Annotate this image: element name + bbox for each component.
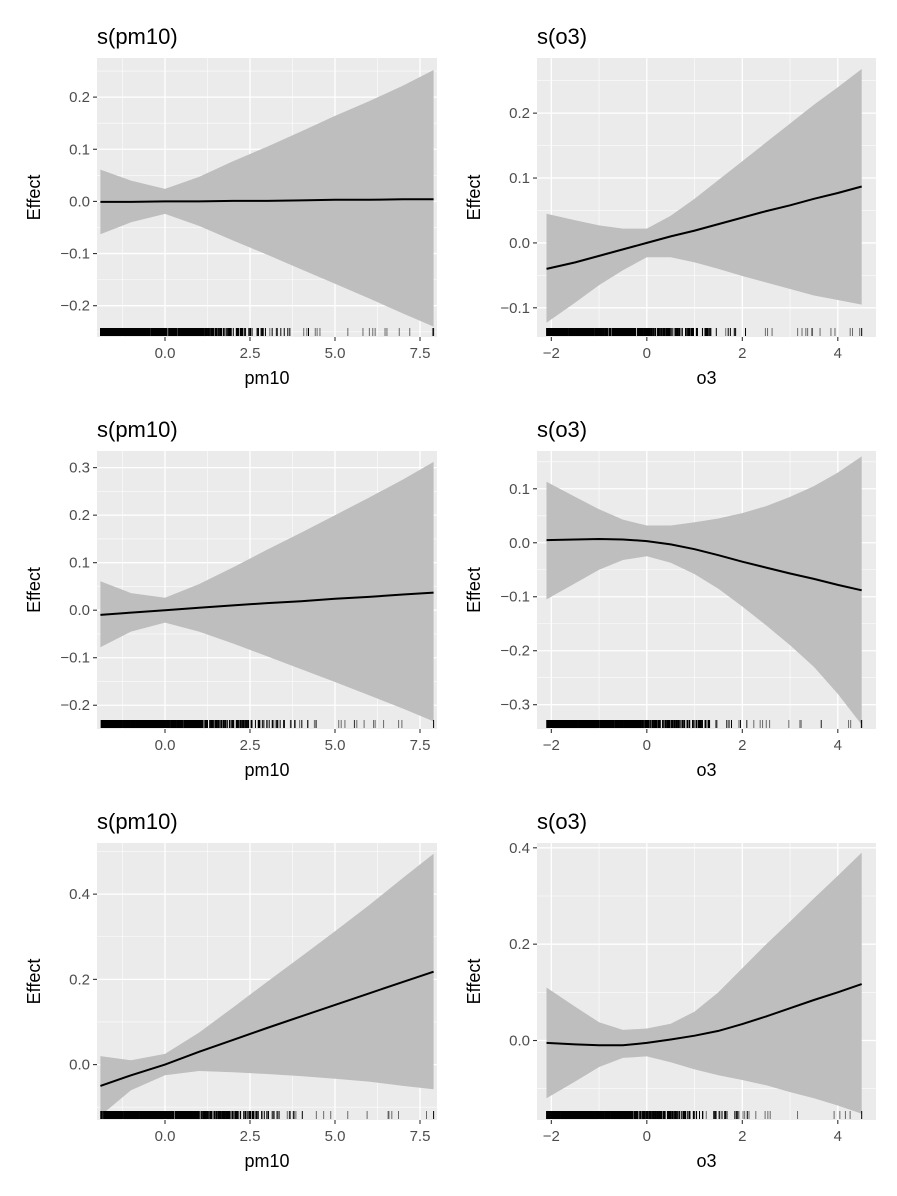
rug-marks xyxy=(99,328,435,336)
y-tick-label: 0.0 xyxy=(69,193,90,210)
effect-line xyxy=(546,537,862,592)
x-tick-label: 0 xyxy=(643,345,651,362)
confidence-band xyxy=(100,461,434,722)
y-tick-label: 0.0 xyxy=(69,602,90,619)
x-tick-label: 2 xyxy=(738,1128,746,1145)
y-tick-label: 0.1 xyxy=(509,170,530,187)
x-tick-label: 5.0 xyxy=(325,1128,346,1145)
panel-title: s(o3) xyxy=(537,809,587,834)
y-axis-title: Effect xyxy=(464,175,484,221)
x-tick-label: 0 xyxy=(643,737,651,754)
rug-marks xyxy=(100,720,435,728)
x-tick-label: 7.5 xyxy=(410,737,431,754)
x-tick-label: 4 xyxy=(834,737,842,754)
y-tick-label: 0.2 xyxy=(69,89,90,106)
x-axis-title: o3 xyxy=(696,368,716,388)
x-tick-label: 2.5 xyxy=(240,1128,261,1145)
x-tick-label: 4 xyxy=(834,1128,842,1145)
y-axis-title: Effect xyxy=(464,959,484,1005)
x-tick-label: 0.0 xyxy=(155,1128,176,1145)
y-tick-label: 0.0 xyxy=(509,1033,530,1050)
x-tick-label: 0.0 xyxy=(155,737,176,754)
panel-title: s(pm10) xyxy=(97,24,178,49)
y-tick-label: 0.3 xyxy=(69,460,90,477)
panel-title: s(o3) xyxy=(537,417,587,442)
y-tick-label: −0.1 xyxy=(500,589,530,606)
y-tick-label: 0.2 xyxy=(509,105,530,122)
panel-title: s(o3) xyxy=(537,24,587,49)
y-tick-label: 0.1 xyxy=(509,481,530,498)
effect-line xyxy=(546,185,862,270)
x-tick-label: 2 xyxy=(738,737,746,754)
x-tick-label: 4 xyxy=(834,345,842,362)
y-tick-label: −0.1 xyxy=(500,300,530,317)
y-tick-label: 0.0 xyxy=(509,235,530,252)
y-tick-label: 0.0 xyxy=(69,1057,90,1074)
panel-4: −2 0 2 4 −0.3 −0.2 −0.1 0.0 0.1 s(o3) o3 Effect xyxy=(464,417,876,780)
confidence-band xyxy=(100,853,434,1116)
x-tick-label: −2 xyxy=(543,737,560,754)
y-tick-label: 0.2 xyxy=(69,971,90,988)
x-tick-label: 2.5 xyxy=(240,737,261,754)
panel-title: s(pm10) xyxy=(97,417,178,442)
y-tick-label: −0.2 xyxy=(60,697,90,714)
x-tick-label: 0 xyxy=(643,1128,651,1145)
effect-line xyxy=(546,983,863,1047)
x-tick-label: 2 xyxy=(738,345,746,362)
y-axis-title: Effect xyxy=(24,567,44,613)
x-tick-label: 7.5 xyxy=(410,1128,431,1145)
x-tick-label: −2 xyxy=(543,1128,560,1145)
x-axis-title: pm10 xyxy=(244,1151,289,1171)
panel-5: 0.0 2.5 5.0 7.5 0.0 0.2 0.4 s(pm10) pm10 Effect xyxy=(24,809,437,1171)
y-tick-label: 0.0 xyxy=(509,535,530,552)
y-tick-label: −0.1 xyxy=(60,650,90,667)
rug-marks xyxy=(546,1111,863,1119)
y-tick-label: 0.1 xyxy=(69,141,90,158)
y-tick-label: −0.2 xyxy=(500,643,530,660)
effect-line xyxy=(100,970,434,1087)
x-tick-label: 5.0 xyxy=(325,345,346,362)
effect-line xyxy=(100,591,434,616)
panel-6: −2 0 2 4 0.0 0.2 0.4 s(o3) o3 Effect xyxy=(464,809,876,1171)
y-tick-label: −0.1 xyxy=(60,246,90,263)
confidence-band xyxy=(546,456,862,725)
y-tick-label: 0.4 xyxy=(509,840,530,857)
panel-title: s(pm10) xyxy=(97,809,178,834)
panel-1: 0.0 2.5 5.0 7.5 −0.2 −0.1 0.0 0.1 0.2 s(pm10) pm10… xyxy=(24,24,437,388)
confidence-band xyxy=(546,69,862,323)
y-tick-label: 0.4 xyxy=(69,886,90,903)
y-tick-label: −0.2 xyxy=(60,298,90,315)
rug-marks xyxy=(546,328,863,336)
x-axis-title: pm10 xyxy=(244,368,289,388)
panel-2: −2 0 2 4 −0.1 0.0 0.1 0.2 s(o3) o3 Effect xyxy=(464,24,876,388)
y-axis-title: Effect xyxy=(24,175,44,221)
y-tick-label: −0.3 xyxy=(500,697,530,714)
y-tick-label: 0.2 xyxy=(509,936,530,953)
panel-3: 0.0 2.5 5.0 7.5 −0.2 −0.1 0.0 0.1 0.2 0.3 s(pm10) p… xyxy=(24,417,437,780)
x-tick-label: 7.5 xyxy=(410,345,431,362)
rug-marks xyxy=(100,1111,435,1119)
y-axis-title: Effect xyxy=(464,567,484,613)
x-axis-title: o3 xyxy=(696,1151,716,1171)
x-axis-title: pm10 xyxy=(244,760,289,780)
rug-marks xyxy=(546,720,863,728)
effect-line xyxy=(100,198,434,203)
x-tick-label: 5.0 xyxy=(325,737,346,754)
x-tick-label: −2 xyxy=(543,345,560,362)
confidence-band xyxy=(100,70,434,327)
x-axis-title: o3 xyxy=(696,760,716,780)
y-axis-title: Effect xyxy=(24,959,44,1005)
y-tick-label: 0.1 xyxy=(69,555,90,572)
x-tick-label: 2.5 xyxy=(240,345,261,362)
y-tick-label: 0.2 xyxy=(69,507,90,524)
confidence-band xyxy=(546,852,862,1114)
x-tick-label: 0.0 xyxy=(155,345,176,362)
